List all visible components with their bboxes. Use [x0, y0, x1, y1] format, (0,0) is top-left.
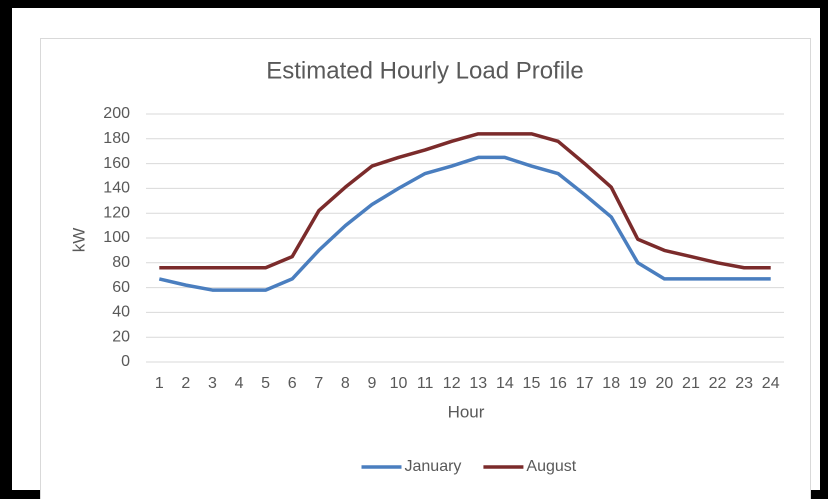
y-tick-label: 120 — [103, 204, 130, 221]
x-tick-label: 12 — [443, 375, 461, 392]
y-tick-label: 100 — [103, 229, 130, 246]
y-tick-label: 80 — [112, 254, 130, 271]
x-tick-label: 23 — [735, 375, 753, 392]
x-tick-label: 11 — [417, 375, 434, 392]
y-tick-label: 160 — [103, 155, 130, 172]
x-tick-label: 10 — [390, 375, 408, 392]
y-tick-label: 140 — [103, 180, 130, 197]
y-tick-label: 180 — [103, 130, 130, 147]
x-tick-label: 4 — [235, 375, 244, 392]
x-tick-label: 5 — [261, 375, 270, 392]
x-tick-label: 18 — [602, 375, 620, 392]
x-tick-label: 16 — [549, 375, 567, 392]
x-tick-label: 21 — [682, 375, 700, 392]
x-tick-label: 20 — [655, 375, 673, 392]
y-tick-label: 0 — [121, 353, 130, 370]
y-tick-label: 20 — [112, 328, 130, 345]
series-line — [158, 155, 771, 292]
x-tick-label: 1 — [155, 375, 164, 392]
legend-label: August — [526, 458, 576, 475]
x-axis-label: Hour — [448, 402, 485, 421]
x-tick-label: 8 — [341, 375, 350, 392]
x-tick-label: 9 — [368, 375, 377, 392]
x-tick-label: 15 — [523, 375, 541, 392]
chart-title: Estimated Hourly Load Profile — [266, 57, 583, 84]
x-tick-label: 7 — [314, 375, 323, 392]
y-tick-label: 40 — [112, 304, 130, 321]
x-tick-label: 22 — [709, 375, 727, 392]
x-tick-label: 14 — [496, 375, 514, 392]
series-line — [159, 132, 771, 270]
y-tick-label: 200 — [103, 105, 130, 122]
x-tick-label: 19 — [629, 375, 647, 392]
x-tick-label: 13 — [469, 375, 487, 392]
legend-label: January — [405, 458, 462, 475]
x-tick-label: 17 — [576, 375, 594, 392]
x-tick-label: 3 — [208, 375, 217, 392]
y-tick-label: 60 — [112, 279, 130, 296]
x-tick-label: 6 — [288, 375, 297, 392]
x-tick-label: 24 — [762, 375, 780, 392]
y-axis-label: kW — [69, 228, 88, 253]
chart-area — [40, 38, 811, 499]
x-tick-label: 2 — [181, 375, 190, 392]
